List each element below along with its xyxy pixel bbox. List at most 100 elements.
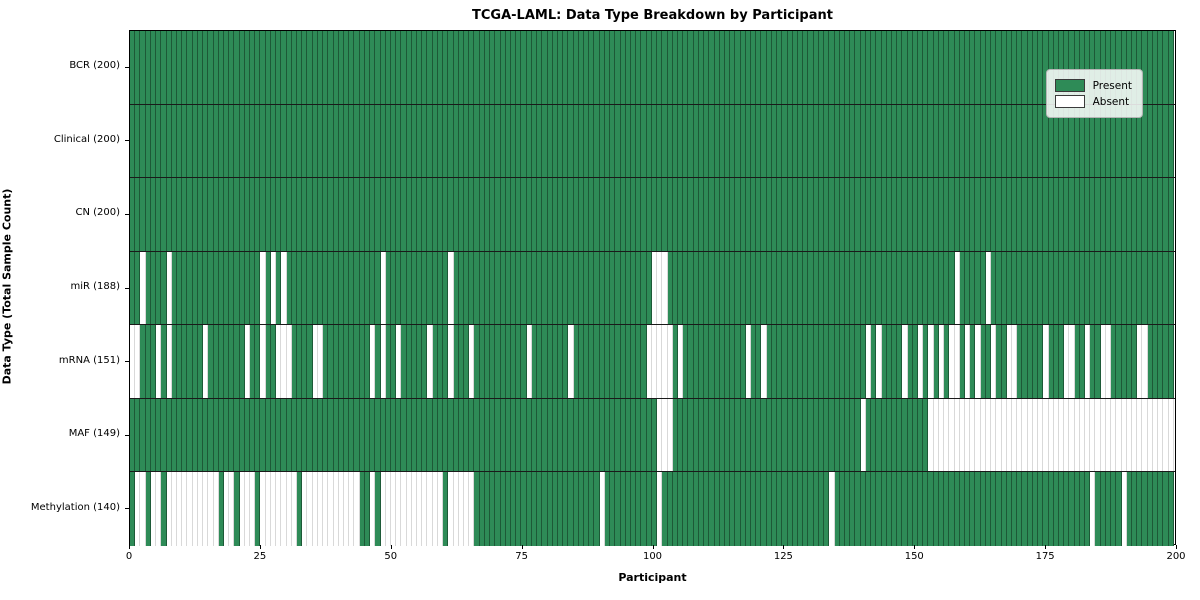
absent-cell (135, 472, 141, 546)
present-cell (1079, 325, 1086, 398)
present-cell (771, 31, 778, 104)
absent-cell (1090, 472, 1096, 546)
present-cell (422, 251, 428, 325)
present-cell (578, 472, 585, 546)
present-cell (918, 178, 924, 251)
present-cell (1126, 325, 1132, 398)
absent-cell (130, 325, 136, 398)
present-cell (510, 104, 517, 178)
absent-cell (985, 251, 992, 325)
present-cell (876, 178, 882, 251)
present-cell (343, 178, 350, 251)
present-cell (197, 398, 204, 472)
present-cell (1152, 325, 1159, 398)
present-cell (991, 251, 997, 325)
present-cell (479, 178, 485, 251)
present-cell (1058, 325, 1065, 398)
present-cell (328, 31, 334, 104)
present-cell (855, 178, 861, 251)
present-cell (792, 178, 798, 251)
present-cell (865, 472, 872, 546)
present-cell (484, 178, 491, 251)
present-cell (380, 178, 386, 251)
present-cell (985, 31, 992, 104)
present-cell (500, 104, 506, 178)
present-cell (724, 178, 731, 251)
present-cell (855, 31, 861, 104)
present-cell (495, 104, 501, 178)
present-cell (745, 31, 752, 104)
present-cell (902, 178, 908, 251)
present-cell (1022, 31, 1028, 104)
present-cell (563, 325, 569, 398)
present-cell (730, 325, 736, 398)
present-cell (244, 251, 251, 325)
absent-cell (312, 325, 318, 398)
present-cell (192, 251, 198, 325)
present-cell (312, 398, 318, 472)
present-cell (145, 472, 151, 546)
present-cell (1058, 251, 1065, 325)
present-cell (959, 104, 965, 178)
present-cell (787, 251, 793, 325)
present-cell (724, 398, 731, 472)
present-cell (599, 31, 605, 104)
present-cell (573, 251, 579, 325)
present-cell (223, 251, 230, 325)
present-cell (719, 178, 725, 251)
present-cell (1137, 104, 1143, 178)
present-cell (876, 251, 882, 325)
absent-cell (281, 251, 287, 325)
present-cell (631, 398, 637, 472)
absent-cell (526, 325, 532, 398)
present-cell (1085, 31, 1091, 104)
present-cell (787, 398, 793, 472)
present-cell (975, 31, 981, 104)
present-cell (761, 31, 767, 104)
present-cell (954, 104, 960, 178)
present-cell (902, 251, 908, 325)
absent-cell (427, 325, 433, 398)
present-cell (688, 398, 694, 472)
present-cell (975, 251, 981, 325)
present-cell (1116, 104, 1122, 178)
present-cell (333, 31, 339, 104)
present-cell (688, 178, 694, 251)
present-cell (526, 178, 532, 251)
present-cell (218, 104, 224, 178)
heatmap-row-MAF (130, 398, 1175, 473)
present-cell (406, 104, 412, 178)
present-cell (777, 104, 783, 178)
present-cell (970, 104, 976, 178)
absent-cell (302, 472, 308, 546)
present-cell (850, 31, 856, 104)
present-cell (714, 251, 720, 325)
absent-cell (965, 325, 971, 398)
present-cell (135, 31, 141, 104)
present-cell (453, 325, 459, 398)
present-cell (490, 251, 496, 325)
present-cell (297, 325, 303, 398)
present-cell (730, 104, 736, 178)
present-cell (1064, 251, 1070, 325)
present-cell (1074, 178, 1080, 251)
present-cell (469, 251, 475, 325)
heatmap-row-BCR (130, 31, 1175, 105)
present-cell (166, 104, 172, 178)
present-cell (197, 251, 204, 325)
present-cell (349, 31, 355, 104)
present-cell (907, 472, 913, 546)
present-cell (427, 251, 433, 325)
present-cell (443, 104, 449, 178)
present-cell (171, 398, 177, 472)
present-cell (145, 178, 151, 251)
present-cell (197, 31, 204, 104)
present-cell (563, 472, 569, 546)
present-cell (1043, 178, 1049, 251)
present-cell (808, 251, 814, 325)
present-cell (938, 472, 945, 546)
present-cell (281, 104, 287, 178)
absent-cell (970, 398, 976, 472)
absent-cell (985, 398, 992, 472)
present-cell (406, 325, 412, 398)
